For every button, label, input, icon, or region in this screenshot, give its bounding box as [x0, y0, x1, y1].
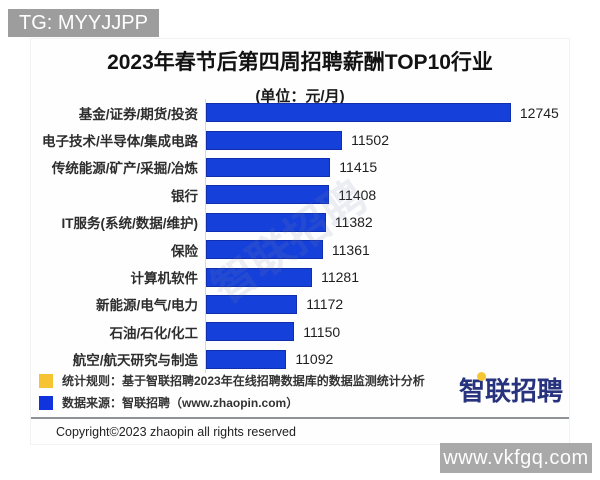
- footer-divider: [31, 417, 569, 419]
- bar-track: 11361: [205, 235, 571, 264]
- category-label: 新能源/电气/电力: [95, 298, 198, 314]
- bar-track: 11502: [205, 126, 571, 154]
- bar-value-label: 11415: [339, 159, 378, 176]
- bar-track: 11415: [205, 153, 571, 182]
- chart-subtitle: (单位：元/月): [255, 88, 345, 105]
- legend-label: 统计规则：基于智联招聘2023年在线招聘数据库的数据监测统计分析: [62, 374, 425, 388]
- bar-value-label: 11502: [351, 132, 389, 149]
- category-label: 基金/证券/期货/投资: [78, 106, 198, 122]
- bar: [206, 322, 295, 342]
- bar: [206, 349, 287, 369]
- chart-row: 计算机软件 11281: [31, 263, 571, 291]
- legend-swatch-icon: [39, 373, 53, 388]
- bar: [206, 185, 330, 205]
- bar-value-label: 11361: [331, 241, 370, 258]
- category-label: 传统能源/矿产/采掘/冶炼: [51, 161, 198, 177]
- bar-value-label: 11092: [295, 351, 334, 368]
- chart-card: 2023年春节后第四周招聘薪酬TOP10行业 (单位：元/月) 智联招聘 基金/…: [30, 38, 570, 445]
- bar: [206, 157, 331, 177]
- bar-track: 11150: [205, 318, 571, 346]
- category-label: IT服务(系统/数据/维护): [61, 216, 199, 232]
- legend-swatch-icon: [39, 395, 53, 410]
- chart-row: 保险 11361: [31, 235, 571, 264]
- bar-track: 11382: [205, 208, 571, 236]
- legend-label: 数据来源：智联招聘（www.zhaopin.com）: [62, 396, 299, 410]
- chart-row: 航空/航天研究与制造 11092: [31, 345, 571, 373]
- site-watermark: www.vkfgq.com: [440, 443, 592, 473]
- legend-item: 统计规则：基于智联招聘2023年在线招聘数据库的数据监测统计分析: [39, 373, 425, 388]
- bar-track: 12745: [205, 99, 571, 127]
- bar: [206, 103, 511, 123]
- bar-track: 11281: [205, 263, 571, 291]
- chart-row: 新能源/电气/电力 11172: [31, 290, 571, 319]
- bar-value-label: 11382: [334, 214, 373, 231]
- bar-value-label: 12745: [519, 104, 559, 121]
- bar: [206, 212, 326, 232]
- logo-text: 智联招聘: [459, 376, 564, 406]
- category-label: 电子技术/半导体/集成电路: [41, 134, 198, 150]
- bar: [206, 294, 298, 314]
- category-label: 航空/航天研究与制造: [72, 353, 198, 369]
- bar-track: 11172: [205, 290, 571, 319]
- chart-row: 石油/石化/化工 11150: [31, 318, 571, 346]
- zhaopin-logo: 智联招聘: [459, 371, 564, 406]
- legend: 统计规则：基于智联招聘2023年在线招聘数据库的数据监测统计分析 数据来源：智联招…: [39, 373, 425, 417]
- category-label: 计算机软件: [130, 271, 199, 287]
- logo-dot-icon: [477, 372, 486, 381]
- bar-value-label: 11150: [303, 323, 341, 340]
- chart-row: 基金/证券/期货/投资 12745: [31, 99, 571, 127]
- bar: [206, 267, 313, 287]
- bar-value-label: 11172: [306, 296, 344, 313]
- chart-row: 传统能源/矿产/采掘/冶炼 11415: [31, 153, 571, 182]
- telegram-tag: TG: MYYJJPP: [8, 9, 159, 37]
- copyright-text: Copyright©2023 zhaopin all rights reserv…: [56, 425, 296, 439]
- chart-row: 电子技术/半导体/集成电路 11502: [31, 126, 571, 154]
- category-label: 保险: [171, 243, 198, 259]
- bar-value-label: 11408: [338, 186, 377, 203]
- bar-track: 11092: [205, 345, 571, 373]
- bar: [206, 240, 323, 260]
- category-label: 石油/石化/化工: [109, 325, 198, 341]
- chart-row: IT服务(系统/数据/维护) 11382: [31, 208, 571, 236]
- bar-track: 11408: [205, 181, 571, 209]
- category-label: 银行: [171, 188, 198, 204]
- bar-value-label: 11281: [321, 269, 359, 286]
- bar: [206, 130, 343, 150]
- chart-title: 2023年春节后第四周招聘薪酬TOP10行业: [107, 51, 493, 74]
- chart-row: 银行 11408: [31, 181, 571, 209]
- legend-item: 数据来源：智联招聘（www.zhaopin.com）: [39, 395, 425, 410]
- bar-chart: 基金/证券/期货/投资 12745 电子技术/半导体/集成电路 11502 传统能源/矿…: [31, 99, 571, 373]
